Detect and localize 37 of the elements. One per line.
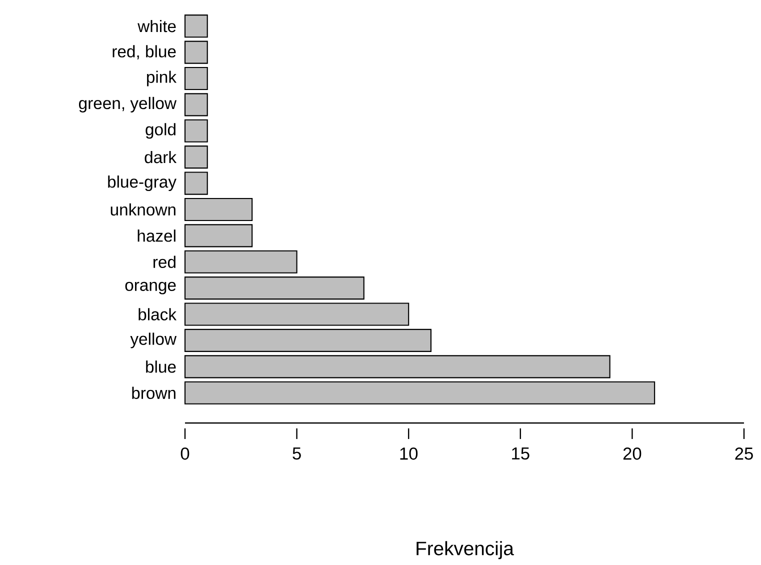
y-tick-label: blue-gray	[108, 176, 176, 192]
x-tick-label: 20	[623, 448, 642, 460]
bar	[184, 146, 208, 169]
bar	[184, 276, 364, 300]
x-tick-label: 0	[180, 448, 190, 460]
bar	[184, 198, 253, 222]
y-tick-label: unknown	[110, 203, 176, 216]
x-tick-label: 15	[512, 448, 530, 460]
y-tick-label: red, blue	[112, 45, 176, 60]
y-tick-label: hazel	[138, 230, 176, 242]
bar	[184, 224, 253, 248]
y-tick-label: pink	[147, 70, 177, 86]
x-tick-label: 5	[292, 448, 301, 460]
bar	[184, 172, 208, 195]
bar	[184, 40, 208, 64]
y-tick-label: orange	[125, 282, 176, 294]
bar	[184, 250, 298, 274]
y-tick-label: black	[138, 308, 177, 321]
bar	[184, 355, 610, 378]
y-tick-label: white	[138, 20, 176, 32]
x-axis-title: Frekvencija	[416, 541, 514, 560]
bar	[184, 302, 410, 326]
y-tick-label: gold	[146, 123, 176, 139]
y-tick-label: yellow	[130, 332, 177, 348]
y-tick-label: brown	[132, 386, 176, 400]
x-tick-label: 10	[400, 448, 418, 460]
y-tick-label: green, yellow	[79, 97, 177, 113]
bar	[184, 67, 208, 90]
y-tick-label: blue	[146, 360, 176, 373]
x-tick-label: 25	[735, 448, 753, 460]
y-tick-label: red	[154, 256, 176, 268]
bar	[184, 329, 432, 352]
bar	[184, 381, 656, 405]
y-tick-label: dark	[144, 151, 177, 164]
bar	[184, 14, 208, 38]
bar	[184, 93, 208, 116]
bar	[184, 119, 208, 143]
